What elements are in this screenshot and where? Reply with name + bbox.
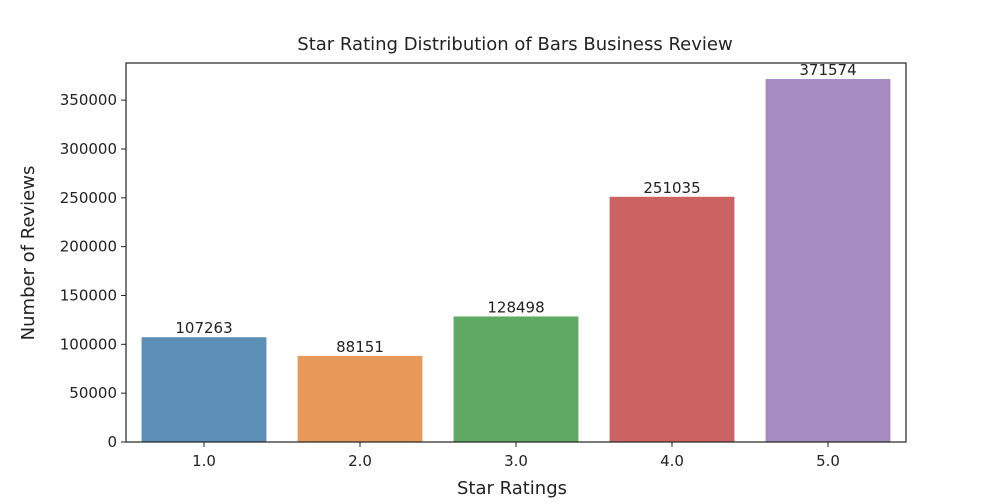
bars-group xyxy=(141,79,891,442)
x-axis-title: Star Ratings xyxy=(457,478,567,499)
y-tick-label: 0 xyxy=(107,433,117,451)
y-axis: 0 50000 100000 150000 200000 250000 300000 3500… xyxy=(60,91,126,451)
chart-title: Star Rating Distribution of Bars Busines… xyxy=(297,34,732,55)
x-tick-label: 2.0 xyxy=(348,452,372,470)
x-tick-label: 5.0 xyxy=(816,452,840,470)
y-tick-label: 350000 xyxy=(60,91,117,109)
bar-value-label: 107263 xyxy=(175,319,232,337)
bar xyxy=(609,196,735,442)
x-tick-label: 1.0 xyxy=(192,452,216,470)
y-tick-label: 150000 xyxy=(60,286,117,304)
data-labels-group: 107263 88151 128498 251035 371574 xyxy=(175,61,856,356)
bar xyxy=(297,355,423,442)
bar-value-label: 371574 xyxy=(799,61,856,79)
bar xyxy=(453,316,579,442)
y-tick-label: 50000 xyxy=(69,384,117,402)
bar xyxy=(765,79,891,442)
x-tick-label: 3.0 xyxy=(504,452,528,470)
plot-frame xyxy=(125,62,907,443)
bar-value-label: 251035 xyxy=(643,179,700,197)
x-axis: 1.0 2.0 3.0 4.0 5.0 xyxy=(192,442,840,470)
y-tick-label: 300000 xyxy=(60,140,117,158)
x-tick-label: 4.0 xyxy=(660,452,684,470)
y-tick-label: 250000 xyxy=(60,189,117,207)
y-tick-label: 100000 xyxy=(60,335,117,353)
y-tick-label: 200000 xyxy=(60,238,117,256)
bar xyxy=(141,337,267,442)
bar-value-label: 128498 xyxy=(487,298,544,316)
bar-value-label: 88151 xyxy=(336,338,384,356)
y-axis-title: Number of Reviews xyxy=(18,166,39,341)
